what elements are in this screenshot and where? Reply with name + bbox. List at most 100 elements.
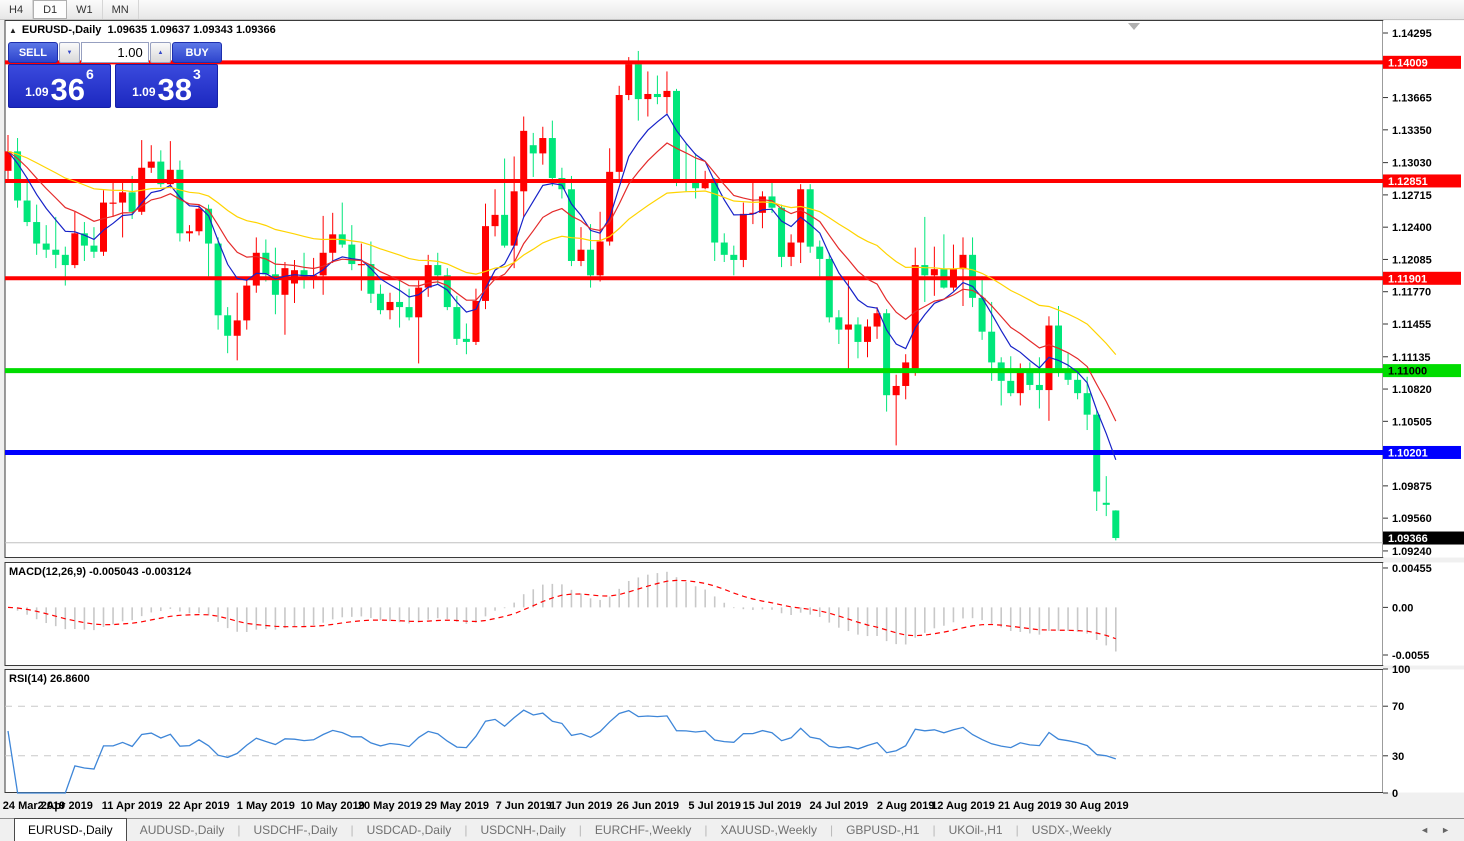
macd-indicator-label: MACD(12,26,9) -0.005043 -0.003124 bbox=[9, 566, 192, 578]
svg-text:30: 30 bbox=[1392, 751, 1404, 763]
svg-text:24 Mar 2019: 24 Mar 2019 bbox=[3, 800, 65, 812]
svg-text:1.09875: 1.09875 bbox=[1392, 481, 1432, 493]
tab-separator: | bbox=[237, 823, 241, 837]
volume-decrease-button[interactable]: ▼ bbox=[58, 42, 81, 63]
svg-text:17 Jun 2019: 17 Jun 2019 bbox=[550, 800, 612, 812]
svg-text:1.09560: 1.09560 bbox=[1392, 513, 1432, 525]
chart-window: 1.14009 1.12851 1.11901 1.11000 1.10201 1.142… bbox=[0, 20, 1464, 818]
candles-layer bbox=[4, 50, 1120, 652]
chart-tab-usdcnh-daily[interactable]: USDCNH-,Daily bbox=[480, 823, 566, 837]
svg-text:1.11901: 1.11901 bbox=[1388, 273, 1427, 285]
one-click-trading-panel: SELL ▼ 1.00 ▲ BUY 1.09 36 6 1.09 38 3 bbox=[8, 42, 223, 108]
svg-text:1.11000: 1.11000 bbox=[1388, 366, 1427, 378]
tab-scroll-right-button[interactable]: ► bbox=[1441, 825, 1450, 835]
svg-text:1.14295: 1.14295 bbox=[1392, 28, 1432, 40]
svg-text:1.12851: 1.12851 bbox=[1388, 176, 1428, 188]
hlines-layer bbox=[5, 60, 1383, 757]
tab-separator: | bbox=[932, 823, 936, 837]
svg-text:29 May 2019: 29 May 2019 bbox=[425, 800, 489, 812]
tab-separator: | bbox=[704, 823, 708, 837]
chart-tabs-bar: EURUSD-,Daily AUDUSD-,Daily | USDCHF-,Daily… bbox=[0, 818, 1464, 841]
svg-text:1.14009: 1.14009 bbox=[1388, 57, 1428, 69]
chart-tab-usdcad-daily[interactable]: USDCAD-,Daily bbox=[366, 823, 452, 837]
buy-price-bigfigure: 1.09 bbox=[132, 85, 156, 99]
svg-text:1.11770: 1.11770 bbox=[1392, 287, 1431, 299]
moving-averages-layer bbox=[7, 113, 1117, 794]
buy-price-pipette: 3 bbox=[193, 66, 201, 82]
svg-text:15 Jul 2019: 15 Jul 2019 bbox=[743, 800, 802, 812]
rsi-indicator-label: RSI(14) 26.8600 bbox=[9, 673, 90, 685]
chart-tab-eurusd-daily[interactable]: EURUSD-,Daily bbox=[14, 818, 127, 841]
chart-title: ▲ EURUSD-,Daily 1.09635 1.09637 1.09343 … bbox=[9, 24, 276, 36]
svg-text:20 May 2019: 20 May 2019 bbox=[358, 800, 422, 812]
svg-text:1.10820: 1.10820 bbox=[1392, 384, 1432, 396]
svg-text:21 Aug 2019: 21 Aug 2019 bbox=[998, 800, 1062, 812]
tab-scroll-left-button[interactable]: ◄ bbox=[1420, 825, 1430, 835]
sell-price-pips: 36 bbox=[50, 72, 86, 107]
timeframe-button-w1[interactable]: W1 bbox=[67, 0, 103, 19]
svg-text:24 Jul 2019: 24 Jul 2019 bbox=[809, 800, 868, 812]
sell-price-display[interactable]: 1.09 36 6 bbox=[8, 64, 111, 108]
chart-tab-ukoil-h1[interactable]: UKOil-,H1 bbox=[948, 823, 1003, 837]
svg-text:11 Apr 2019: 11 Apr 2019 bbox=[102, 800, 163, 812]
chart-tab-xauusd-weekly[interactable]: XAUUSD-,Weekly bbox=[720, 823, 817, 837]
svg-text:5 Jul 2019: 5 Jul 2019 bbox=[688, 800, 741, 812]
triangle-down-icon: ▼ bbox=[66, 49, 73, 56]
svg-text:0: 0 bbox=[1392, 788, 1398, 800]
chart-tab-gbpusd-h1[interactable]: GBPUSD-,H1 bbox=[846, 823, 920, 837]
chart-shift-marker-icon[interactable] bbox=[1128, 23, 1140, 30]
chart-title-text: EURUSD-,Daily 1.09635 1.09637 1.09343 1.… bbox=[21, 24, 276, 36]
svg-text:1 May 2019: 1 May 2019 bbox=[237, 800, 295, 812]
svg-text:10 May 2019: 10 May 2019 bbox=[301, 800, 365, 812]
price-chart-canvas[interactable]: 1.14009 1.12851 1.11901 1.11000 1.10201 1.142… bbox=[0, 20, 1464, 818]
svg-text:100: 100 bbox=[1392, 664, 1410, 676]
tab-navigation: ◄ ► bbox=[1420, 819, 1464, 841]
svg-text:2 Aug 2019: 2 Aug 2019 bbox=[877, 800, 935, 812]
tab-separator: | bbox=[829, 823, 834, 837]
svg-text:1.11455: 1.11455 bbox=[1392, 319, 1431, 331]
svg-text:1.10201: 1.10201 bbox=[1388, 447, 1428, 459]
svg-text:1.11135: 1.11135 bbox=[1392, 352, 1431, 364]
volume-input[interactable]: 1.00 bbox=[81, 42, 149, 63]
tab-separator: | bbox=[1015, 823, 1019, 837]
collapse-panel-icon[interactable]: ▲ bbox=[9, 25, 17, 35]
svg-text:1.09366: 1.09366 bbox=[1388, 533, 1428, 545]
svg-text:0.00455: 0.00455 bbox=[1392, 563, 1432, 575]
buy-price-display[interactable]: 1.09 38 3 bbox=[115, 64, 218, 108]
tab-separator: | bbox=[578, 823, 582, 837]
tab-separator: | bbox=[464, 823, 468, 837]
svg-text:70: 70 bbox=[1392, 701, 1404, 713]
buy-price-pips: 38 bbox=[157, 72, 193, 107]
svg-text:1.13350: 1.13350 bbox=[1392, 125, 1432, 137]
svg-text:1.10505: 1.10505 bbox=[1392, 416, 1432, 428]
timeframe-toolbar: H4 D1 W1 MN bbox=[0, 0, 1464, 20]
svg-text:1.12400: 1.12400 bbox=[1392, 222, 1432, 234]
svg-text:0.00: 0.00 bbox=[1392, 602, 1413, 614]
chart-tab-audusd-daily[interactable]: AUDUSD-,Daily bbox=[139, 823, 225, 837]
buy-button[interactable]: BUY bbox=[172, 42, 223, 63]
svg-text:-0.0055: -0.0055 bbox=[1392, 650, 1429, 662]
svg-text:26 Jun 2019: 26 Jun 2019 bbox=[617, 800, 679, 812]
svg-text:1.09240: 1.09240 bbox=[1392, 546, 1432, 558]
timeframe-button-h4[interactable]: H4 bbox=[0, 0, 34, 19]
svg-text:30 Aug 2019: 30 Aug 2019 bbox=[1065, 800, 1129, 812]
svg-text:1.13030: 1.13030 bbox=[1392, 158, 1432, 170]
timeframe-button-d1[interactable]: D1 bbox=[33, 0, 68, 19]
svg-text:2 Apr 2019: 2 Apr 2019 bbox=[38, 800, 93, 812]
chart-tab-eurchf-weekly[interactable]: EURCHF-,Weekly bbox=[594, 823, 692, 837]
triangle-up-icon: ▲ bbox=[157, 49, 164, 56]
svg-text:1.13665: 1.13665 bbox=[1392, 93, 1432, 105]
svg-text:22 Apr 2019: 22 Apr 2019 bbox=[168, 800, 229, 812]
timeframe-button-mn[interactable]: MN bbox=[103, 0, 139, 19]
svg-text:1.12715: 1.12715 bbox=[1392, 190, 1432, 202]
sell-price-pipette: 6 bbox=[86, 66, 94, 82]
chart-tab-usdx-weekly[interactable]: USDX-,Weekly bbox=[1031, 823, 1112, 837]
chart-tab-usdchf-daily[interactable]: USDCHF-,Daily bbox=[253, 823, 338, 837]
svg-text:1.12085: 1.12085 bbox=[1392, 254, 1432, 266]
axes-layer: 1.14009 1.12851 1.11901 1.11000 1.10201 1.142… bbox=[3, 23, 1464, 812]
tab-separator: | bbox=[350, 823, 354, 837]
volume-increase-button[interactable]: ▲ bbox=[149, 42, 172, 63]
svg-text:12 Aug 2019: 12 Aug 2019 bbox=[931, 800, 995, 812]
sell-button[interactable]: SELL bbox=[8, 42, 58, 63]
